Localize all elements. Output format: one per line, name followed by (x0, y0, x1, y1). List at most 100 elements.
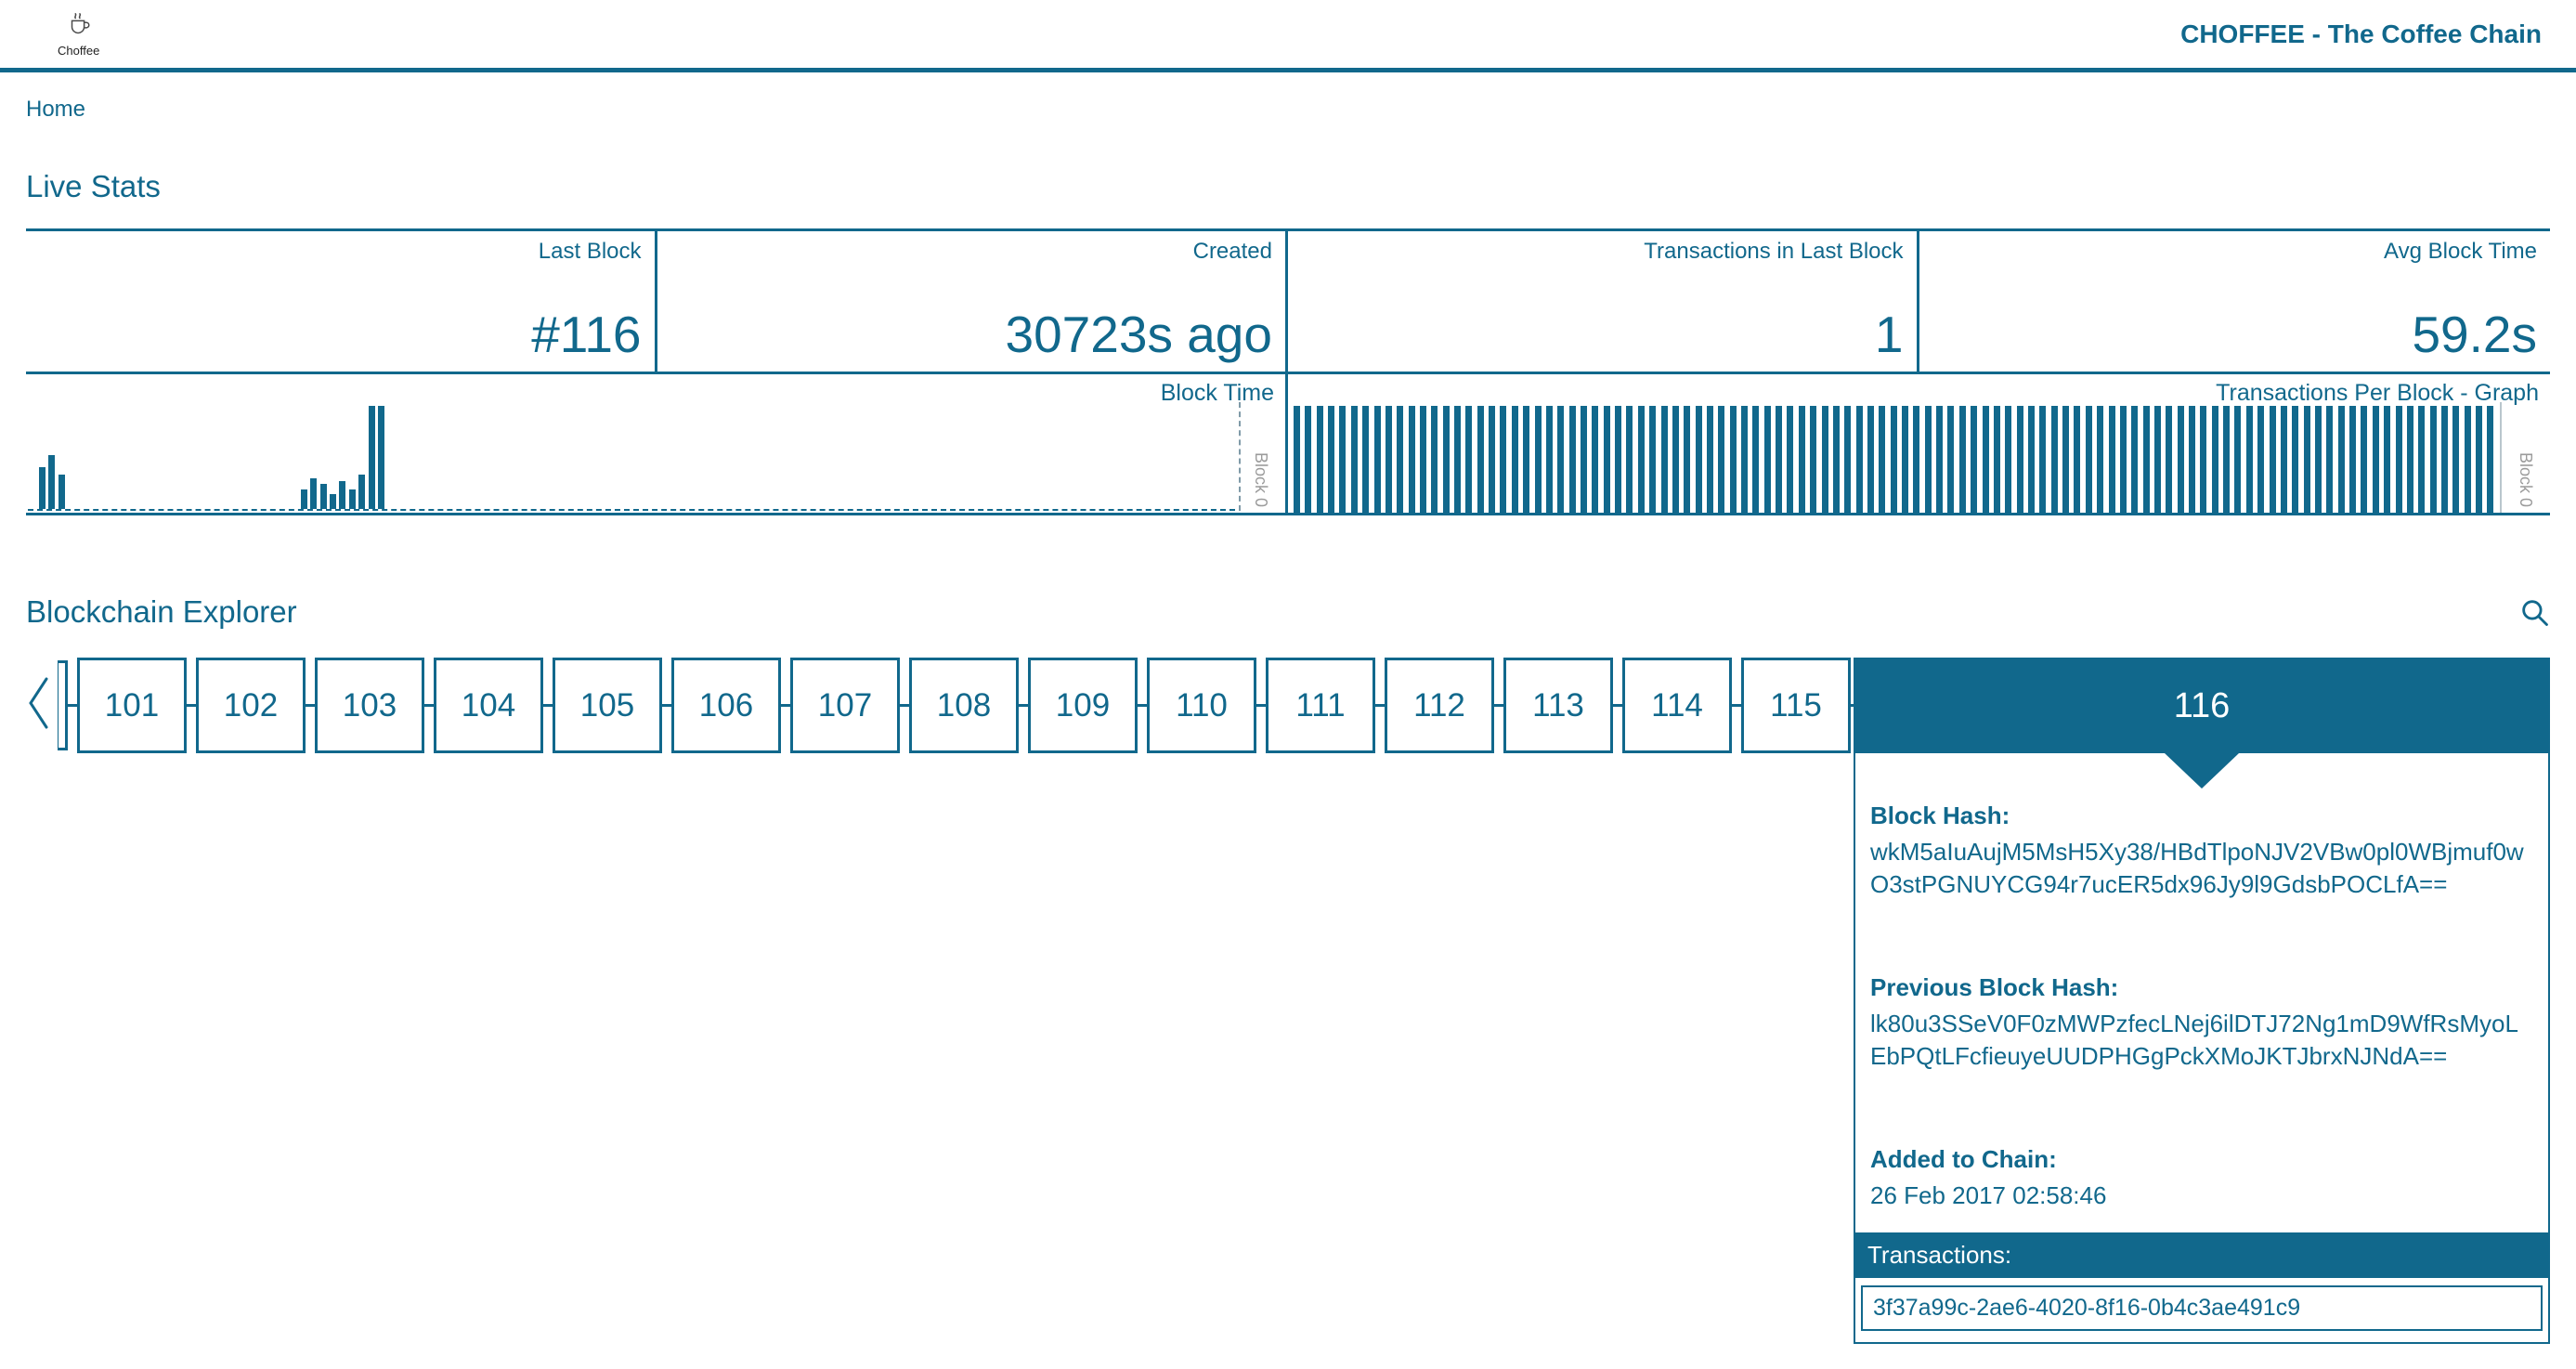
tx-per-block-bar (1684, 406, 1691, 513)
tx-per-block-bar (1557, 406, 1565, 513)
tx-per-block-bar (2269, 406, 2276, 513)
block-time-bar (300, 489, 307, 509)
block-connector (1613, 704, 1622, 707)
selected-block-header[interactable]: 116 (1855, 659, 2548, 753)
choffee-logo[interactable]: Choffee (58, 11, 99, 58)
tx-per-block-bar (1328, 406, 1335, 513)
tx-per-block-bar (1867, 406, 1874, 513)
added-to-chain-value: 26 Feb 2017 02:58:46 (1870, 1181, 2107, 1210)
tx-per-block-bar (2039, 406, 2047, 513)
block-item[interactable]: 105 (553, 658, 662, 753)
block-item[interactable]: 111 (1266, 658, 1375, 753)
block-item[interactable]: 102 (196, 658, 306, 753)
tx-per-block-axis-line (2500, 402, 2502, 513)
tx-per-block-bar (2153, 406, 2161, 513)
scroll-left-chevron-icon[interactable] (26, 673, 50, 737)
tx-per-block-bar (1855, 406, 1863, 513)
tx-per-block-bar (1902, 406, 1909, 513)
tx-per-block-bar (1695, 406, 1702, 513)
tx-per-block-bar (2326, 406, 2334, 513)
tx-per-block-bar (2476, 406, 2483, 513)
block-connector (900, 704, 909, 707)
tx-per-block-bar (2303, 406, 2310, 513)
stat-cell: Transactions in Last Block 1 (1288, 231, 1919, 372)
blocks-row: 101 102 103 104 105 106 107 108 109 110 111 112 113 1… (26, 658, 2550, 753)
brand-title: CHOFFEE - The Coffee Chain (2180, 19, 2542, 48)
stats-row: Last Block #116 Created 30723s ago Transacti… (26, 231, 2550, 374)
block-item[interactable]: 108 (909, 658, 1019, 753)
coffee-cup-icon (63, 11, 95, 44)
tx-per-block-bar (2119, 406, 2127, 513)
logo-text: Choffee (58, 43, 100, 58)
transaction-item[interactable]: 3f37a99c-2ae6-4020-8f16-0b4c3ae491c9 (1861, 1285, 2543, 1331)
tx-per-block-bar (2245, 406, 2253, 513)
block-item[interactable]: 101 (77, 658, 187, 753)
block-connector (543, 704, 553, 707)
tx-per-block-bar (1971, 406, 1978, 513)
tx-per-block-bar (2257, 406, 2265, 513)
tx-per-block-bar (1603, 406, 1610, 513)
tx-per-block-bar (2050, 406, 2058, 513)
stat-value: 30723s ago (1005, 306, 1273, 364)
tx-per-block-bar (1706, 406, 1713, 513)
tx-per-block-bar (2280, 406, 2287, 513)
tx-per-block-bar (1718, 406, 1725, 513)
block-hash-value: wkM5aIuAujM5MsH5Xy38/HBdTlpoNJV2VBw0pl0W… (1870, 838, 2524, 899)
block-time-axis-label: Block 0 (1252, 451, 1270, 507)
tx-per-block-bar (1511, 406, 1518, 513)
tx-per-block-bar (1545, 406, 1553, 513)
block-connector (781, 704, 790, 707)
search-icon[interactable] (2518, 596, 2550, 628)
block-item[interactable]: 112 (1385, 658, 1494, 753)
tx-per-block-chart-title: Transactions Per Block - Graph (2216, 380, 2539, 406)
home-link[interactable]: Home (26, 97, 86, 122)
stat-label: Transactions in Last Block (1644, 239, 1904, 264)
app-header: Choffee CHOFFEE - The Coffee Chain (0, 0, 2576, 72)
block-time-bar (330, 494, 336, 509)
tx-per-block-bar (1408, 406, 1415, 513)
block-item[interactable]: 103 (315, 658, 424, 753)
block-item[interactable]: 106 (671, 658, 781, 753)
tx-per-block-bar (1442, 406, 1450, 513)
block-item[interactable]: 115 (1741, 658, 1851, 753)
tx-per-block-bar (1649, 406, 1657, 513)
tx-per-block-bar (1305, 406, 1312, 513)
tx-per-block-bar (1924, 406, 1932, 513)
tx-per-block-bar (1879, 406, 1886, 513)
added-to-chain-label: Added to Chain: (1870, 1145, 2057, 1174)
tx-per-block-bar (1729, 406, 1737, 513)
stat-value: #116 (531, 306, 642, 364)
tx-per-block-bar (1350, 406, 1358, 513)
block-connector (306, 704, 315, 707)
tx-per-block-bar (2464, 406, 2471, 513)
tx-per-block-bar (2440, 406, 2448, 513)
tx-per-block-bar (2384, 406, 2391, 513)
block-item[interactable]: 104 (434, 658, 543, 753)
tx-per-block-bar (1454, 406, 1462, 513)
transactions-list: 3f37a99c-2ae6-4020-8f16-0b4c3ae491c9 (1855, 1285, 2548, 1331)
block-item[interactable]: 114 (1622, 658, 1732, 753)
tx-per-block-bar (1385, 406, 1392, 513)
block-connector (1256, 704, 1266, 707)
block-connector (68, 704, 77, 707)
block-time-bar (348, 489, 356, 509)
tx-per-block-bar (1832, 406, 1840, 513)
tx-per-block-bar (1419, 406, 1426, 513)
block-item[interactable]: 109 (1028, 658, 1138, 753)
tx-per-block-bar (1316, 406, 1323, 513)
selected-block-details: Block Hash: wkM5aIuAujM5MsH5Xy38/HBdTlpo… (1855, 753, 2548, 1342)
tx-per-block-bar (2292, 406, 2299, 513)
block-time-bar (38, 466, 46, 509)
stat-value: 59.2s (2412, 306, 2537, 364)
tx-per-block-bar (2234, 406, 2242, 513)
live-stats-heading: Live Stats (26, 169, 161, 203)
block-time-bar (310, 477, 318, 509)
tx-per-block-bar (1913, 406, 1920, 513)
block-item[interactable]: 107 (790, 658, 900, 753)
tx-per-block-bar (1626, 406, 1633, 513)
block-item[interactable]: 113 (1503, 658, 1613, 753)
tx-per-block-bar (1763, 406, 1771, 513)
block-item[interactable]: 110 (1147, 658, 1256, 753)
block-time-bar (378, 406, 384, 509)
tx-per-block-bar (1810, 406, 1817, 513)
